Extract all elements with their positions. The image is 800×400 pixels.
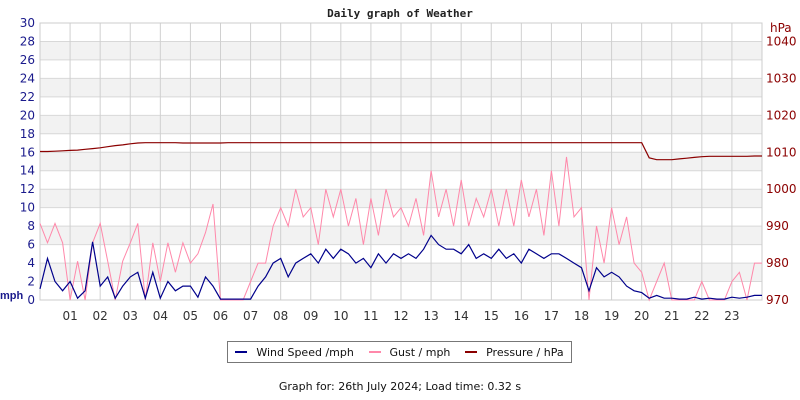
- x-tick-label: 18: [574, 309, 589, 323]
- x-tick-label: 20: [634, 309, 649, 323]
- x-tick-label: 16: [514, 309, 529, 323]
- x-tick-label: 15: [484, 309, 499, 323]
- pressure-swatch: [465, 351, 478, 353]
- left-tick-label: 16: [20, 145, 35, 159]
- legend-label: Pressure / hPa: [486, 345, 564, 359]
- right-tick-label: 1020: [766, 108, 797, 122]
- x-tick-label: 12: [393, 309, 408, 323]
- left-tick-label: 14: [20, 164, 35, 178]
- left-tick-label: 26: [20, 53, 35, 67]
- x-tick-label: 09: [303, 309, 318, 323]
- x-tick-label: 19: [604, 309, 619, 323]
- legend: Wind Speed /mph Gust / mph Pressure / hP…: [227, 341, 572, 363]
- left-tick-label: 20: [20, 108, 35, 122]
- x-tick-label: 01: [62, 309, 77, 323]
- legend-item-pressure: Pressure / hPa: [465, 346, 564, 359]
- left-tick-label: 4: [27, 256, 35, 270]
- right-tick-label: 1030: [766, 71, 797, 85]
- series-line-wind: [39, 234, 762, 301]
- x-tick-label: 06: [213, 309, 228, 323]
- right-axis-label: hPa: [770, 21, 792, 35]
- legend-label: Wind Speed /mph: [256, 345, 354, 359]
- right-tick-label: 1010: [766, 145, 797, 159]
- left-tick-label: 8: [27, 219, 35, 233]
- x-tick-label: 13: [423, 309, 438, 323]
- plot-frame: [39, 22, 763, 301]
- left-tick-label: 18: [20, 127, 35, 141]
- left-axis-label: mph: [0, 290, 24, 302]
- x-tick-label: 03: [123, 309, 138, 323]
- x-tick-label: 07: [243, 309, 258, 323]
- x-tick-label: 08: [273, 309, 288, 323]
- footer-text: Graph for: 26th July 2024; Load time: 0.…: [278, 380, 522, 393]
- x-tick-label: 02: [93, 309, 108, 323]
- x-tick-label: 11: [363, 309, 378, 323]
- series-line-pressure: [40, 142, 762, 161]
- x-tick-label: 14: [454, 309, 469, 323]
- right-tick-label: 970: [766, 293, 789, 307]
- x-tick-label: 22: [694, 309, 709, 323]
- legend-label: Gust / mph: [389, 345, 451, 359]
- right-tick-label: 980: [766, 256, 789, 270]
- series-line-gust: [39, 156, 762, 302]
- x-tick-label: 17: [544, 309, 559, 323]
- legend-item-gust: Gust / mph: [368, 345, 451, 359]
- x-tick-label: 10: [333, 309, 348, 323]
- legend-item-wind: Wind Speed /mph: [235, 346, 354, 359]
- x-tick-label: 04: [153, 309, 168, 323]
- gust-swatch: [368, 351, 381, 353]
- left-tick-label: 22: [20, 90, 35, 104]
- left-tick-label: 6: [27, 238, 35, 252]
- right-tick-label: 1040: [766, 34, 797, 48]
- left-tick-label: 2: [27, 275, 35, 289]
- right-tick-label: 990: [766, 219, 789, 233]
- left-tick-label: 0: [27, 293, 35, 307]
- right-tick-label: 1000: [766, 182, 797, 196]
- x-tick-label: 05: [183, 309, 198, 323]
- chart-title: Daily graph of Weather: [327, 7, 473, 20]
- left-tick-label: 28: [20, 34, 35, 48]
- left-tick-label: 24: [20, 71, 35, 85]
- left-tick-label: 10: [20, 201, 35, 215]
- left-tick-label: 12: [20, 182, 35, 196]
- left-tick-label: 30: [20, 16, 35, 30]
- wind-swatch: [235, 351, 248, 353]
- x-tick-label: 23: [724, 309, 739, 323]
- x-tick-label: 21: [664, 309, 679, 323]
